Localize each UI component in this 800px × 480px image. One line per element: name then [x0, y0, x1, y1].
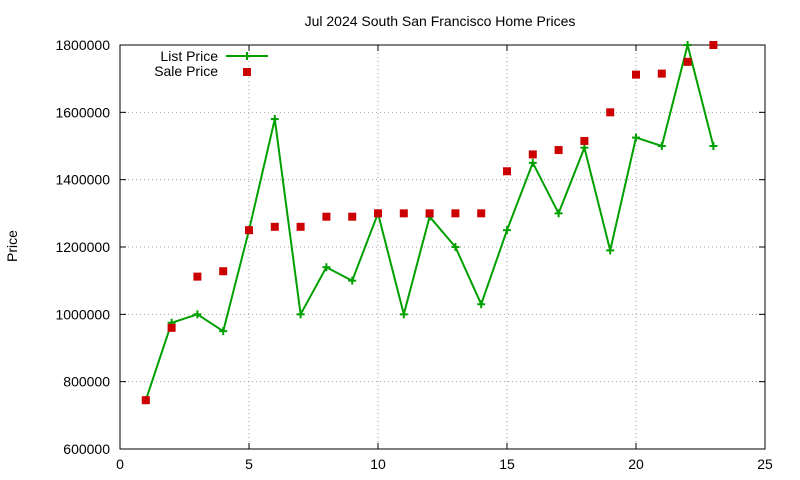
y-tick-label: 1800000 — [55, 37, 110, 53]
sale-price-point — [193, 272, 202, 281]
list-price-point — [606, 246, 615, 255]
legend-square-marker — [243, 68, 251, 76]
list-price-line — [144, 44, 715, 401]
list-price-point — [399, 310, 408, 319]
sale-price-point — [219, 267, 228, 276]
sale-price-point — [322, 212, 331, 221]
y-tick-label: 600000 — [63, 441, 110, 457]
x-tick-label: 0 — [116, 456, 124, 472]
list-price-point — [296, 310, 305, 319]
sale-price-point — [270, 222, 279, 231]
sale-price-point — [477, 209, 486, 218]
x-tick-labels: 0 5 10 15 20 25 — [116, 456, 773, 472]
gridlines — [120, 45, 765, 449]
sale-price-point — [606, 108, 615, 117]
sale-price-point — [399, 209, 408, 218]
series-sale-price — [141, 41, 718, 405]
y-tick-label: 1400000 — [55, 172, 110, 188]
sale-price-point — [554, 146, 563, 155]
sale-price-point — [296, 222, 305, 231]
legend-symbol-list-price — [226, 52, 268, 60]
sale-price-point — [657, 69, 666, 78]
sale-price-point — [451, 209, 460, 218]
sale-price-point — [709, 41, 718, 49]
list-price-point — [451, 243, 460, 251]
sale-price-point — [503, 167, 511, 176]
series-list-price — [141, 41, 718, 405]
sale-price-point — [528, 150, 537, 159]
sale-price-point — [141, 396, 150, 405]
axis-ticks — [119, 44, 766, 450]
y-axis-title: Price — [4, 230, 20, 262]
legend: List Price Sale Price — [154, 48, 268, 79]
list-price-point — [554, 209, 563, 218]
sale-price-point — [348, 212, 357, 221]
x-tick-label: 5 — [245, 456, 253, 472]
x-tick-label: 15 — [499, 456, 515, 472]
list-price-point — [193, 310, 202, 319]
sale-price-point — [580, 136, 589, 145]
series — [141, 41, 718, 405]
y-tick-label: 1000000 — [55, 306, 110, 322]
list-price-point — [348, 276, 357, 285]
sale-price-point — [167, 323, 176, 332]
x-tick-label: 25 — [757, 456, 773, 472]
y-tick-labels: 600000 800000 1000000 1200000 1400000 1600000… — [55, 37, 110, 457]
legend-label-list-price: List Price — [160, 48, 218, 64]
list-price-point — [219, 327, 228, 336]
list-price-point — [632, 133, 640, 142]
legend-symbol-sale-price — [243, 68, 251, 76]
sale-price-point — [425, 209, 434, 218]
legend-label-sale-price: Sale Price — [154, 63, 218, 79]
list-price-point — [709, 142, 718, 150]
list-price-point — [683, 41, 692, 49]
y-tick-label: 1200000 — [55, 239, 110, 255]
x-tick-label: 20 — [628, 456, 644, 472]
chart-title: Jul 2024 South San Francisco Home Prices — [305, 13, 576, 29]
y-tick-label: 1600000 — [55, 104, 110, 120]
y-tick-label: 800000 — [63, 374, 110, 390]
list-price-point — [657, 142, 666, 150]
sale-price-point — [632, 70, 640, 79]
list-price-point — [580, 143, 589, 152]
x-tick-label: 10 — [370, 456, 386, 472]
sale-price-point — [374, 209, 382, 218]
list-price-point — [477, 300, 486, 309]
legend-plus-marker — [243, 52, 251, 60]
list-price-point — [503, 226, 511, 235]
list-price-point — [270, 115, 279, 124]
sale-price-point — [683, 57, 692, 66]
list-price-point — [528, 158, 537, 167]
sale-price-point — [245, 226, 253, 235]
list-price-point — [322, 263, 331, 272]
